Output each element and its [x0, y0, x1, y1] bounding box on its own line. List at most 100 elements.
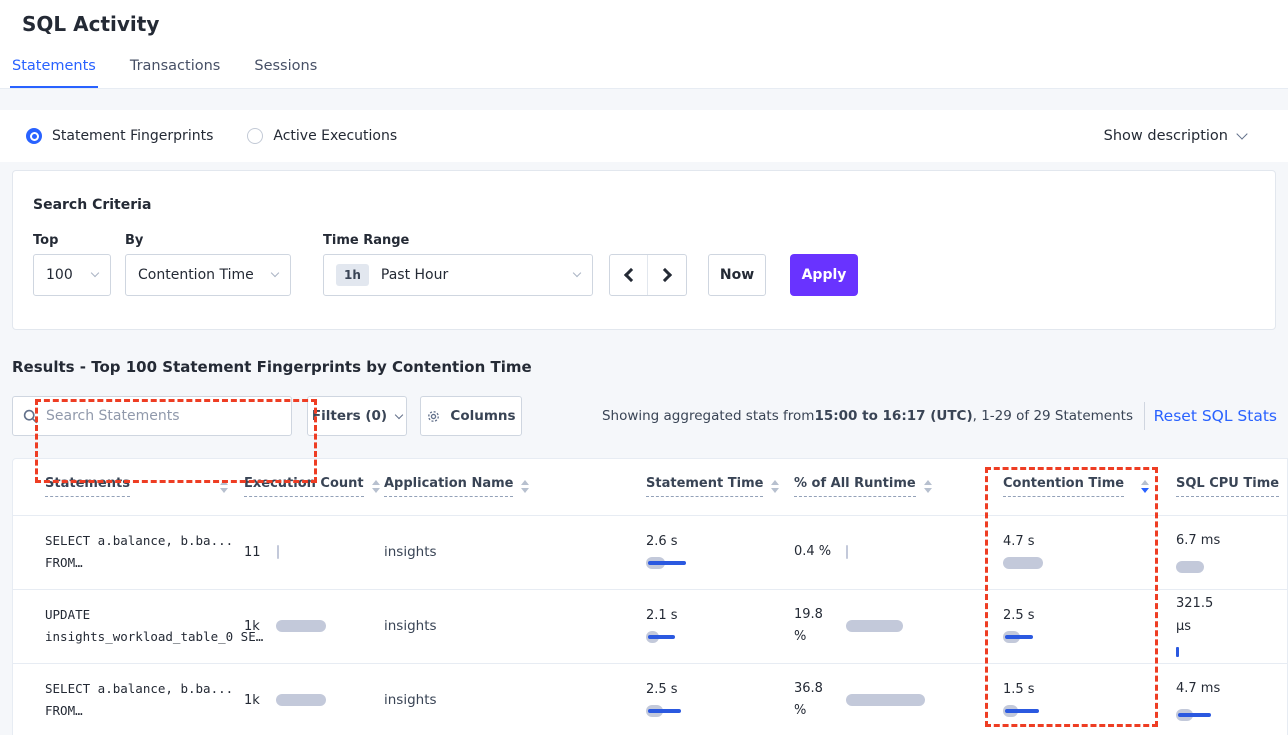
search-statements-box[interactable]: [12, 396, 292, 436]
sql-cpu-time-bar: [1176, 645, 1179, 659]
tab-transactions[interactable]: Transactions: [129, 58, 221, 74]
filters-button[interactable]: Filters (0): [307, 396, 407, 436]
search-criteria-card: Search Criteria Top By Time Range 100 Co…: [12, 170, 1276, 483]
show-description-toggle[interactable]: Show description: [1103, 110, 1248, 162]
show-description-label: Show description: [1103, 128, 1228, 144]
time-range-select[interactable]: 1h Past Hour: [323, 254, 593, 296]
pct-runtime-value: 36.8 %: [794, 680, 823, 718]
execution-count-bar: [276, 545, 279, 559]
tab-statements[interactable]: Statements: [10, 58, 98, 88]
chevron-left-icon: [623, 267, 638, 283]
sort-icon-descending[interactable]: [1141, 480, 1149, 494]
search-criteria-title: Search Criteria: [33, 197, 152, 213]
statement-time-bar: [646, 556, 686, 570]
view-toggle-bar: Statement Fingerprints Active Executions…: [0, 110, 1288, 162]
statements-table: Statements Execution Count Application N…: [13, 459, 1287, 735]
tab-strip: Statements Transactions Sessions: [10, 58, 319, 88]
statement-fingerprint-link[interactable]: SELECT a.balance, b.ba...: [45, 533, 234, 549]
results-heading: Results - Top 100 Statement Fingerprints…: [12, 358, 532, 376]
contention-time-bar: [1003, 704, 1039, 718]
execution-count-value: 1k: [244, 692, 260, 708]
radio-statement-fingerprints[interactable]: Statement Fingerprints: [26, 128, 213, 144]
results-toolbar: Filters (0) Columns Showing aggregated s…: [0, 396, 1288, 436]
radio-selected-icon[interactable]: [26, 128, 42, 144]
sort-icon[interactable]: [923, 480, 932, 494]
application-name-value: insights: [384, 692, 437, 708]
sort-icon[interactable]: [521, 480, 530, 494]
statement-fingerprint-link[interactable]: FROM…: [45, 703, 83, 718]
top-select[interactable]: 100: [33, 254, 111, 296]
next-time-button[interactable]: [648, 255, 686, 295]
time-range-badge: 1h: [336, 264, 369, 286]
chevron-right-icon: [657, 267, 673, 283]
statement-time-value: 2.1 s: [646, 608, 678, 623]
columns-button[interactable]: Columns: [420, 396, 522, 436]
top-select-value: 100: [46, 267, 73, 283]
execution-count-bar: [275, 693, 326, 707]
sql-cpu-time-value: 4.7 ms: [1176, 681, 1221, 697]
statement-fingerprint-link[interactable]: FROM…: [45, 555, 83, 570]
chevron-down-icon: [270, 268, 280, 278]
column-header-execution-count[interactable]: Execution Count: [236, 459, 380, 516]
column-header-statements[interactable]: Statements: [13, 459, 236, 516]
filters-label: Filters (0): [311, 408, 388, 424]
columns-label: Columns: [450, 408, 516, 424]
by-select-value: Contention Time: [138, 267, 254, 283]
tab-sessions[interactable]: Sessions: [254, 58, 318, 74]
column-header-application-name[interactable]: Application Name: [376, 459, 634, 516]
application-name-value: insights: [384, 618, 437, 634]
execution-count-bar: [275, 619, 326, 633]
sql-cpu-time-value: 6.7 ms: [1176, 533, 1221, 549]
pct-runtime-bar: [846, 693, 925, 707]
toolbar-divider: [1144, 402, 1145, 430]
sql-cpu-time-bar: [1176, 560, 1204, 574]
sql-cpu-time-value: 321.5 µs: [1176, 596, 1214, 634]
table-header-row: Statements Execution Count Application N…: [13, 459, 1287, 516]
table-row[interactable]: SELECT a.balance, b.ba... FROM… 1k insig…: [13, 663, 1287, 735]
pct-runtime-bar: [846, 545, 848, 559]
now-button[interactable]: Now: [708, 254, 766, 296]
sort-icon[interactable]: [371, 480, 380, 494]
by-select[interactable]: Contention Time: [125, 254, 291, 296]
column-header-pct-all-runtime[interactable]: % of All Runtime: [786, 459, 993, 516]
chevron-down-icon: [1236, 128, 1248, 140]
execution-count-value: 11: [244, 544, 261, 560]
search-statements-input[interactable]: [46, 408, 281, 424]
previous-time-button[interactable]: [610, 255, 648, 295]
pct-runtime-value: 0.4 %: [794, 543, 832, 559]
radio-active-executions[interactable]: Active Executions: [247, 128, 397, 144]
gear-icon: [428, 410, 440, 422]
column-header-statement-time[interactable]: Statement Time: [634, 459, 786, 516]
table-row[interactable]: SELECT a.balance, b.ba... FROM… 11 insig…: [13, 515, 1287, 590]
statement-time-value: 2.6 s: [646, 534, 678, 549]
statement-fingerprint-link[interactable]: SELECT a.balance, b.ba...: [45, 681, 234, 697]
contention-time-value: 4.7 s: [1003, 534, 1035, 549]
chevron-down-icon: [572, 268, 582, 278]
time-range-label: Time Range: [323, 233, 410, 248]
by-label: By: [125, 233, 144, 248]
pct-runtime-bar: [846, 619, 903, 633]
time-nav-group: [609, 254, 687, 296]
contention-time-bar: [1003, 630, 1033, 644]
radio-label: Active Executions: [273, 128, 398, 144]
sort-icon[interactable]: [220, 480, 228, 494]
chevron-down-icon: [394, 410, 404, 419]
statement-fingerprint-link[interactable]: insights_workload_table_0 SE…: [45, 629, 264, 644]
search-icon: [23, 409, 38, 423]
sql-cpu-time-bar: [1176, 708, 1211, 722]
aggregated-stats-text: Showing aggregated stats from 15:00 to 1…: [601, 408, 1133, 424]
reset-sql-stats-link[interactable]: Reset SQL Stats: [1153, 407, 1277, 425]
statement-fingerprint-link[interactable]: UPDATE: [45, 607, 91, 623]
column-header-sql-cpu-time[interactable]: SQL CPU Time: [1166, 459, 1287, 516]
contention-time-bar: [1003, 556, 1043, 570]
column-header-contention-time[interactable]: Contention Time: [993, 459, 1166, 516]
radio-unselected-icon[interactable]: [247, 128, 264, 144]
radio-label: Statement Fingerprints: [52, 128, 214, 144]
apply-button[interactable]: Apply: [790, 254, 858, 296]
table-row[interactable]: UPDATE insights_workload_table_0 SE… 1k …: [13, 589, 1287, 664]
application-name-value: insights: [384, 544, 437, 560]
statement-time-value: 2.5 s: [646, 682, 678, 697]
execution-count-value: 1k: [244, 618, 260, 634]
sort-icon[interactable]: [771, 480, 780, 494]
statement-time-bar: [646, 704, 681, 718]
